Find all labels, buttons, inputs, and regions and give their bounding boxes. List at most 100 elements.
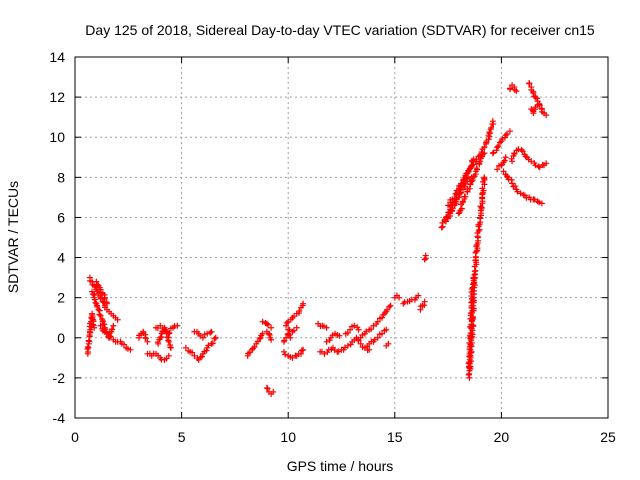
data-point — [290, 327, 297, 334]
data-point — [519, 148, 526, 155]
data-point — [270, 388, 277, 395]
data-point — [455, 210, 462, 217]
data-point — [481, 174, 488, 181]
data-point — [387, 302, 394, 309]
data-point — [189, 349, 196, 356]
data-point — [478, 204, 485, 211]
data-point — [256, 335, 263, 342]
data-point — [467, 363, 474, 370]
data-point — [379, 314, 386, 321]
data-point — [477, 203, 484, 210]
data-point — [336, 332, 343, 339]
data-point — [94, 303, 101, 310]
data-point — [212, 334, 219, 341]
data-point — [543, 112, 550, 119]
data-point — [167, 344, 174, 351]
data-point — [204, 330, 211, 337]
data-point — [458, 205, 465, 212]
data-point — [535, 163, 542, 170]
x-tick-label: 15 — [387, 429, 403, 445]
data-point — [528, 158, 535, 165]
data-point — [470, 274, 477, 281]
data-point — [502, 154, 509, 161]
data-point — [495, 143, 502, 150]
data-point — [363, 328, 370, 335]
data-point — [101, 295, 108, 302]
data-point — [383, 326, 390, 333]
data-point — [97, 322, 104, 329]
x-tick-label: 0 — [71, 429, 79, 445]
grid-lines — [75, 57, 608, 418]
data-point — [512, 183, 519, 190]
data-point — [421, 298, 428, 305]
x-tick-labels: 0 5 10 15 20 25 — [71, 429, 616, 445]
y-tick-label: 10 — [49, 129, 65, 145]
data-point — [494, 144, 501, 151]
data-point — [438, 224, 445, 231]
y-tick-label: 0 — [57, 330, 65, 346]
data-point — [532, 162, 539, 169]
x-tick-label: 10 — [280, 429, 296, 445]
data-point — [298, 347, 305, 354]
data-point — [142, 335, 149, 342]
data-point — [268, 324, 275, 331]
data-point — [127, 346, 134, 353]
x-axis-label: GPS time / hours — [287, 458, 394, 474]
data-point — [300, 300, 307, 307]
data-point — [506, 128, 513, 135]
data-point — [509, 180, 516, 187]
data-point — [323, 324, 330, 331]
data-point — [121, 341, 128, 348]
data-point — [481, 150, 488, 157]
data-point — [470, 156, 477, 163]
y-axis-label: SDTVAR / TECUs — [5, 181, 21, 293]
data-point — [355, 326, 362, 333]
data-point — [282, 351, 289, 358]
data-point — [451, 195, 458, 202]
data-point — [470, 280, 477, 287]
data-point — [466, 364, 473, 371]
data-point — [481, 144, 488, 151]
data-point — [280, 348, 287, 355]
data-point — [501, 157, 508, 164]
data-point — [473, 248, 480, 255]
y-tick-labels: -4 -2 0 2 4 6 8 10 12 14 — [49, 49, 65, 426]
data-point — [493, 147, 500, 154]
y-tick-label: 4 — [57, 250, 65, 266]
data-point — [283, 322, 290, 329]
data-point — [259, 318, 266, 325]
data-point — [91, 324, 98, 331]
data-point — [268, 336, 275, 343]
data-point — [455, 194, 462, 201]
data-point — [494, 166, 501, 173]
data-point — [344, 329, 351, 336]
axis-ticks — [74, 56, 609, 419]
data-point — [386, 303, 393, 310]
data-point — [95, 306, 102, 313]
plot-frame — [74, 56, 609, 419]
data-point — [103, 329, 110, 336]
data-point — [296, 308, 303, 315]
data-point — [513, 88, 520, 95]
x-tick-label: 20 — [494, 429, 510, 445]
data-point — [379, 330, 386, 337]
data-point — [530, 90, 537, 97]
data-point — [207, 329, 214, 336]
data-point — [263, 320, 270, 327]
data-point — [489, 150, 496, 157]
data-point — [157, 334, 164, 341]
data-point — [286, 332, 293, 339]
data-point — [357, 340, 364, 347]
data-point — [422, 252, 429, 259]
data-point — [479, 185, 486, 192]
data-point — [366, 346, 373, 353]
x-tick-label: 25 — [600, 429, 616, 445]
data-point — [90, 291, 97, 298]
data-point — [211, 335, 218, 342]
data-point — [469, 295, 476, 302]
data-point — [300, 346, 307, 353]
data-point — [264, 385, 271, 392]
data-point — [165, 338, 172, 345]
x-tick-label: 5 — [178, 429, 186, 445]
data-point — [158, 333, 165, 340]
